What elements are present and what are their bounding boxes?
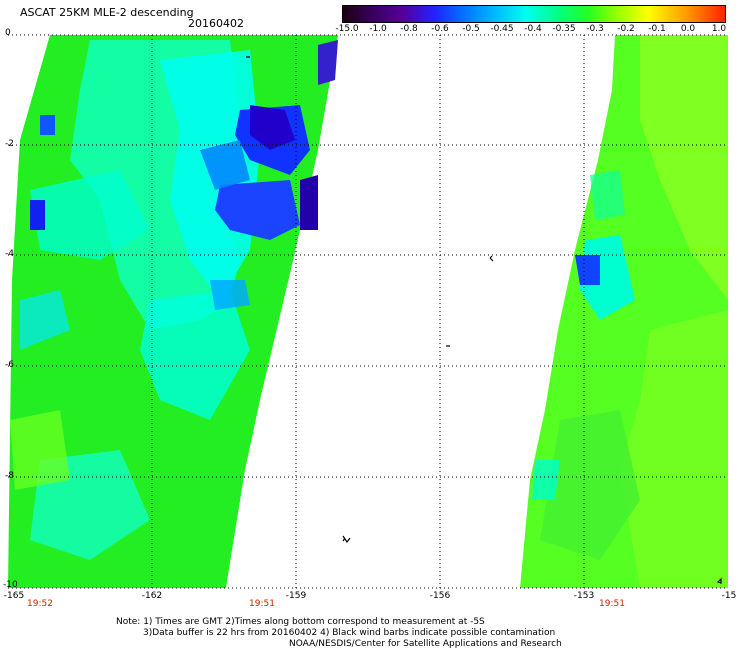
color-scale-label: 1.0 — [711, 24, 727, 34]
note-line-1: Note: 1) Times are GMT 2)Times along bot… — [116, 617, 485, 627]
y-axis-label: -10 — [3, 580, 18, 590]
product-title: ASCAT 25KM MLE-2 descending — [20, 6, 194, 19]
color-scale-label: 0.0 — [680, 24, 696, 34]
y-axis-label: -4 — [5, 249, 14, 259]
swath-time: 19:51 — [249, 599, 275, 609]
color-scale-label: -0.4 — [524, 24, 542, 34]
color-scale-label: -0.6 — [431, 24, 449, 34]
x-axis-label: -162 — [141, 591, 163, 601]
color-scale-bar — [342, 5, 726, 23]
west-swath — [8, 35, 338, 588]
color-scale-label: -0.2 — [617, 24, 635, 34]
y-axis-label: 0 — [5, 28, 11, 38]
color-scale-label: -0.1 — [648, 24, 666, 34]
product-date: 20160402 — [188, 17, 244, 30]
note-line-3: NOAA/NESDIS/Center for Satellite Applica… — [289, 639, 562, 649]
x-axis-label: -15 — [721, 591, 737, 601]
color-scale-label: -1.0 — [369, 24, 387, 34]
note-line-2: 3)Data buffer is 22 hrs from 20160402 4)… — [143, 628, 556, 638]
swath-time: 19:51 — [599, 599, 625, 609]
y-axis-label: -2 — [5, 139, 14, 149]
x-axis-label: -159 — [285, 591, 307, 601]
x-axis-label: -165 — [3, 591, 25, 601]
swath-time: 19:52 — [27, 599, 53, 609]
color-scale-label: -0.3 — [586, 24, 604, 34]
east-swath — [520, 35, 728, 588]
y-axis-label: -6 — [5, 360, 14, 370]
x-axis-label: -153 — [573, 591, 595, 601]
color-scale-label: -0.8 — [400, 24, 418, 34]
color-scale-label: -0.45 — [490, 24, 514, 34]
color-scale-label: -15.0 — [335, 24, 359, 34]
color-scale-label: -0.5 — [462, 24, 480, 34]
grid-lines — [8, 34, 728, 589]
x-axis-label: -156 — [429, 591, 451, 601]
wind-barbs — [246, 56, 722, 584]
y-axis-label: -8 — [5, 471, 14, 481]
color-scale-label: -0.35 — [552, 24, 576, 34]
